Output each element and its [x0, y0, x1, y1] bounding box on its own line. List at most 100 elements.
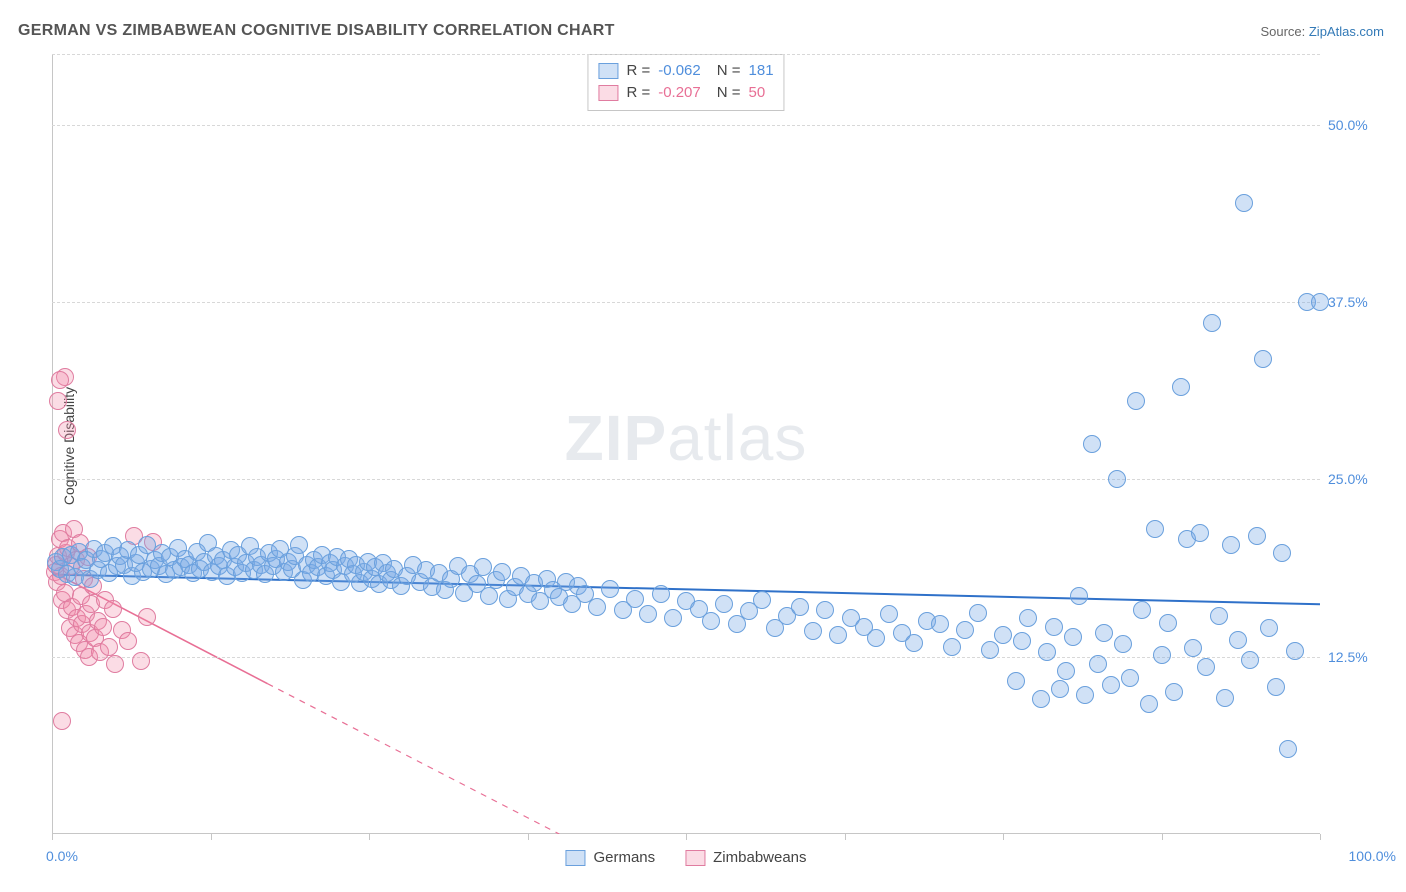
x-tick — [1003, 834, 1004, 840]
point-germans — [816, 601, 834, 619]
point-germans — [1121, 669, 1139, 687]
y-tick-label: 50.0% — [1328, 117, 1388, 133]
point-germans — [1216, 689, 1234, 707]
point-germans — [1184, 639, 1202, 657]
point-germans — [715, 595, 733, 613]
point-germans — [1108, 470, 1126, 488]
point-germans — [1248, 527, 1266, 545]
n-label: N = — [717, 82, 741, 104]
source-link[interactable]: ZipAtlas.com — [1309, 24, 1384, 39]
point-germans — [1057, 662, 1075, 680]
legend-label-zimbabweans: Zimbabweans — [713, 849, 806, 866]
point-germans — [994, 626, 1012, 644]
x-tick — [528, 834, 529, 840]
point-germans — [1095, 624, 1113, 642]
swatch-germans — [598, 63, 618, 79]
point-germans — [1241, 651, 1259, 669]
x-max-label: 100.0% — [1349, 848, 1396, 864]
point-germans — [1083, 435, 1101, 453]
point-germans — [1070, 587, 1088, 605]
r-label: R = — [626, 60, 650, 82]
point-germans — [1127, 392, 1145, 410]
point-zimbabweans — [104, 600, 122, 618]
point-zimbabweans — [94, 618, 112, 636]
gridline — [52, 657, 1320, 658]
x-tick — [1162, 834, 1163, 840]
legend-item-zimbabweans: Zimbabweans — [685, 849, 806, 866]
point-germans — [753, 591, 771, 609]
stats-row-germans: R = -0.062 N = 181 — [598, 60, 773, 82]
point-germans — [1267, 678, 1285, 696]
gridline — [52, 125, 1320, 126]
x-tick — [369, 834, 370, 840]
point-zimbabweans — [51, 371, 69, 389]
point-zimbabweans — [138, 608, 156, 626]
point-germans — [1254, 350, 1272, 368]
n-value-zimbabweans: 50 — [749, 82, 766, 104]
trend-lines — [52, 54, 1320, 834]
bottom-legend: Germans Zimbabweans — [565, 849, 806, 866]
r-label: R = — [626, 82, 650, 104]
y-tick-label: 25.0% — [1328, 471, 1388, 487]
point-zimbabweans — [100, 638, 118, 656]
point-germans — [626, 590, 644, 608]
swatch-zimbabweans — [598, 85, 618, 101]
point-germans — [1102, 676, 1120, 694]
point-germans — [956, 621, 974, 639]
point-germans — [1076, 686, 1094, 704]
plot-area: ZIPatlas R = -0.062 N = 181 R = -0.207 N… — [52, 54, 1320, 834]
x-tick — [52, 834, 53, 840]
point-germans — [1273, 544, 1291, 562]
point-germans — [791, 598, 809, 616]
point-zimbabweans — [58, 421, 76, 439]
legend-label-germans: Germans — [593, 849, 655, 866]
chart-title: GERMAN VS ZIMBABWEAN COGNITIVE DISABILIT… — [18, 22, 615, 40]
point-germans — [480, 587, 498, 605]
point-germans — [1114, 635, 1132, 653]
point-germans — [1051, 680, 1069, 698]
source-prefix: Source: — [1260, 24, 1308, 39]
point-germans — [880, 605, 898, 623]
point-germans — [1165, 683, 1183, 701]
r-value-germans: -0.062 — [658, 60, 701, 82]
point-germans — [1197, 658, 1215, 676]
n-value-germans: 181 — [749, 60, 774, 82]
point-germans — [1203, 314, 1221, 332]
point-germans — [664, 609, 682, 627]
point-zimbabweans — [49, 392, 67, 410]
point-germans — [969, 604, 987, 622]
stats-row-zimbabweans: R = -0.207 N = 50 — [598, 82, 773, 104]
swatch-germans — [565, 850, 585, 866]
point-germans — [1133, 601, 1151, 619]
point-germans — [1286, 642, 1304, 660]
x-tick — [211, 834, 212, 840]
x-min-label: 0.0% — [46, 848, 78, 864]
point-germans — [1007, 672, 1025, 690]
n-label: N = — [717, 60, 741, 82]
point-germans — [1140, 695, 1158, 713]
point-germans — [905, 634, 923, 652]
point-germans — [1229, 631, 1247, 649]
x-tick — [686, 834, 687, 840]
point-germans — [1260, 619, 1278, 637]
point-germans — [943, 638, 961, 656]
point-germans — [1013, 632, 1031, 650]
point-germans — [1032, 690, 1050, 708]
point-germans — [1311, 293, 1329, 311]
point-germans — [639, 605, 657, 623]
point-germans — [1146, 520, 1164, 538]
point-germans — [867, 629, 885, 647]
gridline — [52, 479, 1320, 480]
point-germans — [1089, 655, 1107, 673]
point-germans — [1191, 524, 1209, 542]
legend-item-germans: Germans — [565, 849, 655, 866]
x-tick — [845, 834, 846, 840]
point-germans — [1235, 194, 1253, 212]
point-zimbabweans — [132, 652, 150, 670]
point-germans — [1019, 609, 1037, 627]
source-attribution: Source: ZipAtlas.com — [1260, 24, 1384, 39]
stats-legend-box: R = -0.062 N = 181 R = -0.207 N = 50 — [587, 54, 784, 111]
point-germans — [1210, 607, 1228, 625]
point-germans — [1159, 614, 1177, 632]
point-germans — [601, 580, 619, 598]
